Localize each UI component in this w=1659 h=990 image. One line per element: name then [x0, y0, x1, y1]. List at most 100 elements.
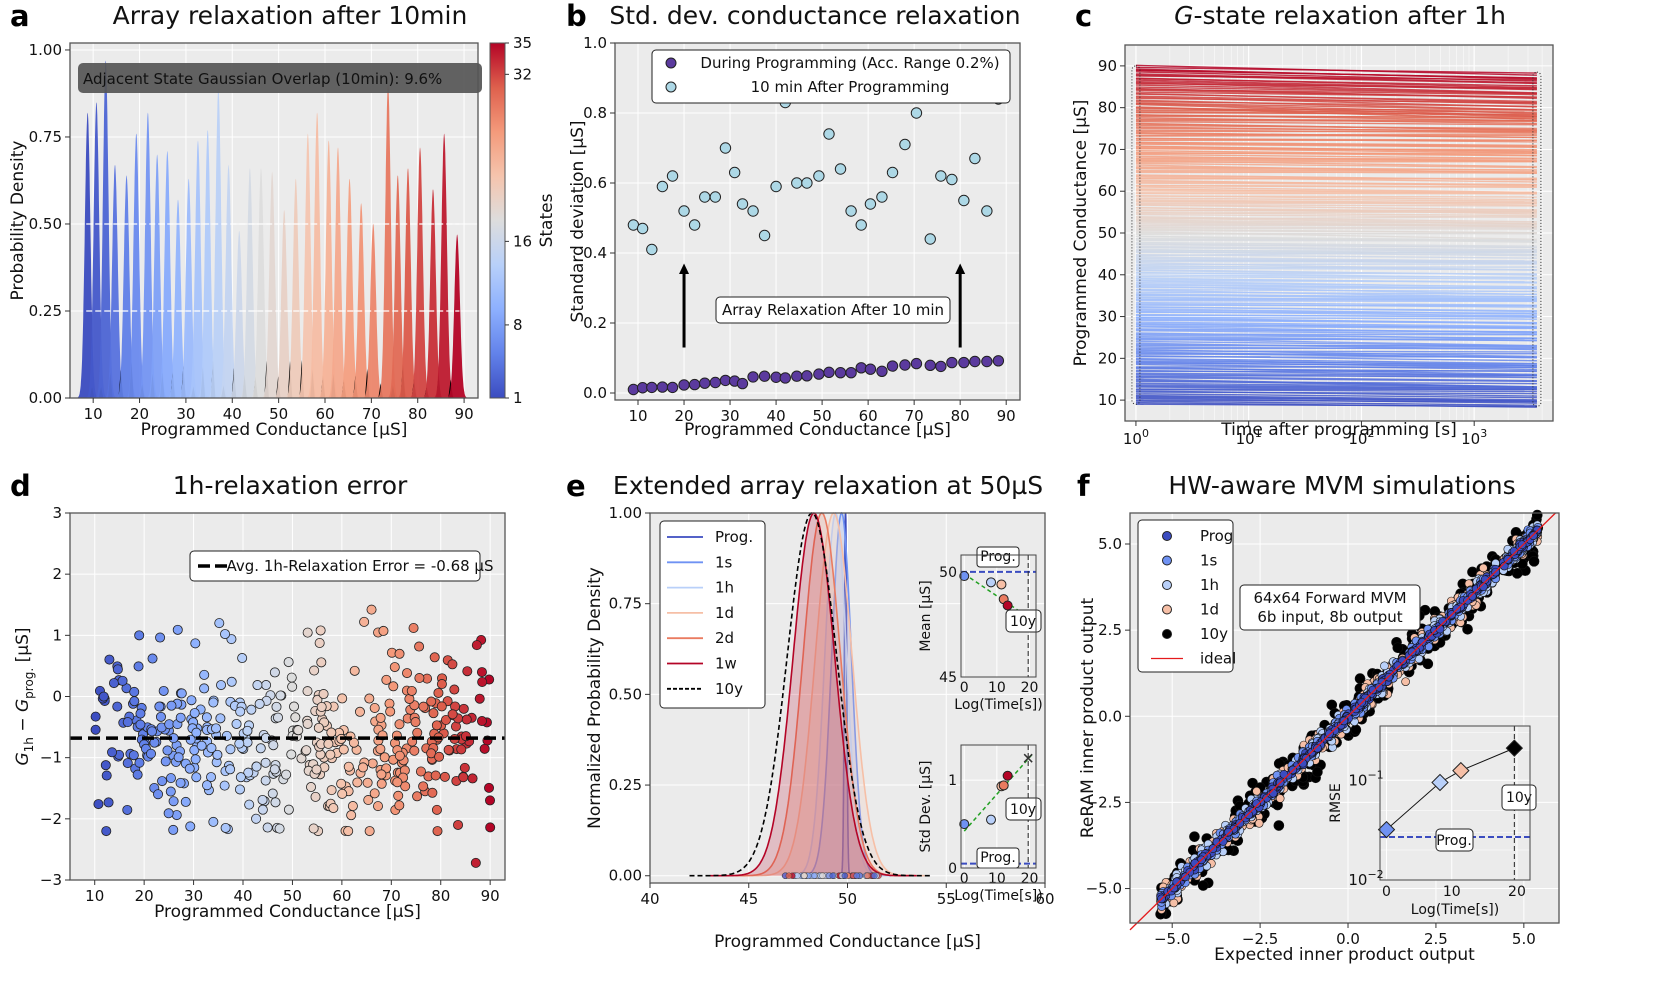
relaxation-line: [1135, 245, 1537, 251]
y-axis-label: Mean [µS]: [918, 580, 934, 651]
relaxation-line: [1135, 235, 1537, 241]
state-distribution: [386, 175, 409, 398]
mvm-point: [1509, 546, 1519, 556]
y-tick-label: 3: [52, 504, 62, 522]
mvm-point: [1313, 743, 1322, 753]
relaxation-line: [1135, 84, 1537, 95]
error-point: [189, 708, 200, 719]
y-tick-label: 0.25: [609, 776, 642, 794]
inset-rmse: Prog. 10y 0 10 20 10−2 10−1 Log(Time[s]) RMSE: [1328, 725, 1537, 918]
error-point: [262, 822, 273, 833]
state-distribution: [217, 164, 240, 398]
relaxation-line: [1135, 166, 1537, 171]
error-point: [275, 690, 286, 701]
relaxation-line: [1135, 114, 1537, 122]
relaxation-line: [1135, 64, 1537, 76]
error-point: [175, 712, 186, 723]
ideal-line: [1129, 512, 1556, 931]
state-distribution: [350, 203, 372, 398]
rmse-point: [1431, 773, 1449, 792]
state-distribution: [362, 224, 385, 398]
relaxation-line: [1135, 203, 1537, 207]
error-point: [369, 702, 380, 713]
error-point: [388, 681, 399, 692]
state-distribution: [228, 230, 251, 398]
error-point: [267, 788, 278, 799]
legend-label: Avg. 1h-Relaxation Error = -0.68 µS: [227, 557, 494, 575]
error-point: [93, 799, 104, 810]
legend-label: Prog: [1200, 527, 1233, 545]
relaxation-line: [1135, 241, 1537, 247]
mvm-point: [1467, 591, 1477, 601]
relaxation-line: [1135, 248, 1537, 256]
error-point: [461, 714, 472, 725]
error-point: [272, 712, 283, 723]
error-point: [325, 749, 336, 760]
error-point: [364, 693, 375, 704]
x-tick-label: 20: [1508, 884, 1526, 900]
error-point: [349, 665, 360, 676]
inset-point: [959, 819, 970, 830]
x-tick-label: 10: [85, 887, 104, 905]
relaxation-line: [1135, 80, 1537, 91]
relaxation-line: [1135, 293, 1537, 300]
error-point: [270, 797, 281, 808]
point-during-programming: [981, 355, 993, 368]
arrow-head: [955, 263, 966, 274]
error-point: [163, 808, 174, 819]
mvm-point: [1531, 509, 1543, 521]
mvm-point: [1244, 810, 1254, 820]
mvm-point: [1528, 556, 1540, 567]
y-tick-label: 80: [1098, 99, 1117, 117]
error-point: [172, 624, 183, 635]
error-point: [376, 778, 387, 789]
y-tick-label: 0: [948, 861, 957, 877]
relaxation-line: [1135, 197, 1537, 202]
point-during-programming: [834, 367, 847, 379]
relaxation-line: [1135, 179, 1537, 187]
error-point: [485, 822, 496, 833]
relaxation-line: [1135, 363, 1537, 371]
panel-letter: f: [1077, 469, 1090, 503]
relaxation-line: [1135, 393, 1537, 399]
error-point: [243, 767, 254, 778]
relaxation-line: [1135, 226, 1537, 229]
legend-label: 1d: [1200, 601, 1219, 619]
panel-a: Adjacent State Gaussian Overlap (10min):…: [8, 0, 557, 440]
point-10min-after: [969, 152, 981, 165]
error-point: [104, 654, 115, 665]
error-point: [157, 776, 168, 787]
y-tick-label: −2.5: [1086, 793, 1122, 811]
rmse-point: [1505, 739, 1524, 757]
point-10min-after: [924, 233, 936, 245]
x-tick-label: 100: [1123, 427, 1149, 448]
error-point: [129, 686, 140, 697]
point-10min-after: [801, 177, 813, 189]
error-point: [375, 712, 386, 723]
colorbar-tick-label: 35: [513, 34, 532, 52]
error-point: [447, 659, 458, 670]
error-point: [337, 693, 348, 704]
mvm-point: [1422, 658, 1434, 670]
y-tick-label: 0.75: [609, 595, 642, 613]
rmse-point: [1452, 761, 1470, 780]
mvm-point: [1172, 877, 1182, 887]
error-point: [112, 701, 123, 712]
x-axis-label: Time after programming [s]: [1220, 420, 1457, 440]
error-point: [219, 780, 230, 791]
state-distribution: [125, 133, 148, 398]
point-during-programming: [791, 370, 803, 382]
error-point: [215, 713, 226, 724]
error-point: [164, 719, 175, 730]
error-point: [180, 796, 191, 807]
mvm-point: [1252, 799, 1261, 808]
x-tick-label: 50: [813, 407, 832, 425]
error-point: [375, 744, 386, 755]
mvm-point: [1438, 616, 1447, 626]
relaxation-line: [1135, 102, 1537, 114]
x-tick-label: 10: [988, 680, 1006, 696]
point-during-programming: [747, 371, 759, 383]
error-point: [394, 800, 405, 811]
point-during-programming: [779, 372, 791, 384]
